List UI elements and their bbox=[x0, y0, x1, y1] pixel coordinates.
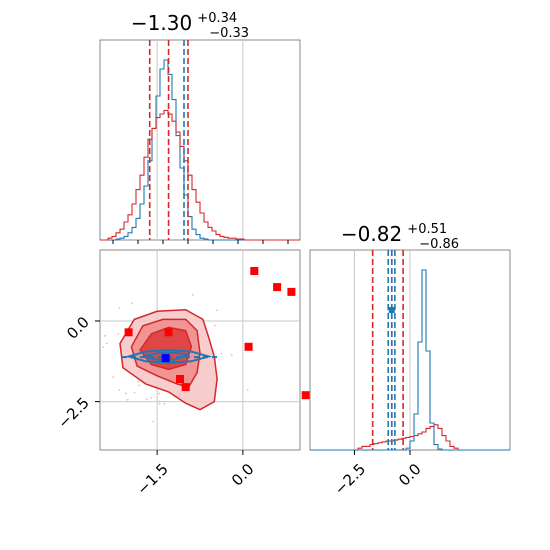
sample-dot bbox=[102, 346, 105, 349]
hist-br-series-1 bbox=[310, 269, 510, 451]
red-marker-7 bbox=[287, 287, 296, 296]
title-top-left-sub: −0.33 bbox=[209, 26, 249, 41]
red-marker-1 bbox=[164, 328, 173, 337]
sample-dot bbox=[117, 332, 120, 335]
sample-dot bbox=[138, 384, 141, 387]
title-top-left-sup: +0.34 bbox=[197, 11, 237, 26]
red-marker-4 bbox=[244, 342, 253, 351]
red-marker-5 bbox=[250, 267, 259, 275]
contour-blue-1 bbox=[142, 351, 189, 361]
red-marker-2 bbox=[176, 375, 184, 383]
title-bottom-right-sup: +0.51 bbox=[407, 222, 447, 237]
sample-dot bbox=[118, 306, 121, 309]
sample-dot bbox=[131, 302, 134, 305]
sample-dot bbox=[105, 342, 108, 345]
marker-br-blue bbox=[388, 307, 395, 313]
red-marker-0 bbox=[124, 328, 133, 337]
sample-dot bbox=[163, 402, 166, 405]
sample-dot bbox=[125, 392, 127, 395]
sample-dot bbox=[112, 376, 114, 378]
sample-dot bbox=[246, 388, 249, 391]
sample-dot bbox=[158, 392, 161, 395]
title-bottom-right-main: −0.82 bbox=[341, 222, 402, 246]
title-top-left-main: −1.30 bbox=[131, 11, 192, 35]
sample-dot bbox=[145, 398, 148, 401]
red-marker-3 bbox=[181, 383, 190, 392]
title-bottom-right-sub: −0.86 bbox=[419, 237, 459, 252]
hist-tl-series-1 bbox=[100, 109, 300, 241]
red-marker-6 bbox=[273, 283, 282, 292]
sample-dot bbox=[220, 352, 223, 355]
sample-dot bbox=[126, 398, 129, 401]
sample-dot bbox=[158, 402, 161, 405]
red-marker-8 bbox=[301, 391, 310, 400]
title-top-left: −1.30 +0.34 −0.33 bbox=[131, 7, 249, 41]
sample-dot bbox=[230, 354, 233, 356]
sample-dot bbox=[118, 389, 121, 392]
sample-dot bbox=[150, 397, 153, 399]
sample-dot bbox=[158, 400, 160, 403]
sample-dot bbox=[216, 309, 218, 312]
hist-top-left: −1.30 +0.34 −0.33 bbox=[99, 7, 301, 244]
sample-dot bbox=[191, 294, 194, 296]
sample-dot bbox=[137, 380, 140, 383]
sample-dot bbox=[152, 420, 155, 423]
sample-dot bbox=[133, 391, 136, 394]
scatter-bottom-left: −1.5 0.0 0.0−2.5 bbox=[54, 249, 310, 499]
sample-dot bbox=[214, 324, 216, 327]
blue-marker-0 bbox=[161, 354, 170, 363]
sample-dot bbox=[104, 334, 106, 337]
title-bottom-right: −0.82 +0.51 −0.86 bbox=[341, 218, 459, 252]
contour-blue-0 bbox=[124, 348, 213, 364]
